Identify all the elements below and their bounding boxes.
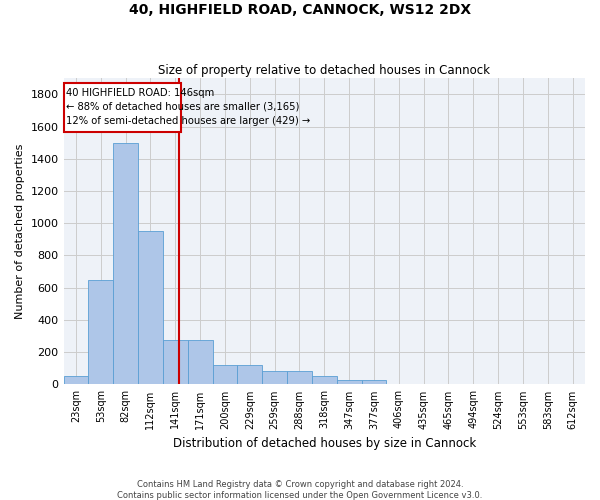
Bar [64, 376, 88, 384]
Bar [287, 370, 312, 384]
Bar [212, 365, 238, 384]
Bar [163, 340, 188, 384]
Bar [88, 280, 113, 384]
Bar [337, 380, 362, 384]
Text: 40, HIGHFIELD ROAD, CANNOCK, WS12 2DX: 40, HIGHFIELD ROAD, CANNOCK, WS12 2DX [129, 2, 471, 16]
Title: Size of property relative to detached houses in Cannock: Size of property relative to detached ho… [158, 64, 490, 77]
Bar [238, 365, 262, 384]
X-axis label: Distribution of detached houses by size in Cannock: Distribution of detached houses by size … [173, 437, 476, 450]
Bar [188, 340, 212, 384]
Bar [138, 232, 163, 384]
Text: 12% of semi-detached houses are larger (429) →: 12% of semi-detached houses are larger (… [66, 116, 310, 126]
Bar [312, 376, 337, 384]
Bar [113, 142, 138, 384]
Text: ← 88% of detached houses are smaller (3,165): ← 88% of detached houses are smaller (3,… [66, 102, 299, 112]
Text: Contains HM Land Registry data © Crown copyright and database right 2024.
Contai: Contains HM Land Registry data © Crown c… [118, 480, 482, 500]
Bar [262, 370, 287, 384]
Bar [64, 83, 181, 132]
Bar [362, 380, 386, 384]
Text: 40 HIGHFIELD ROAD: 146sqm: 40 HIGHFIELD ROAD: 146sqm [66, 88, 214, 98]
Y-axis label: Number of detached properties: Number of detached properties [15, 144, 25, 319]
